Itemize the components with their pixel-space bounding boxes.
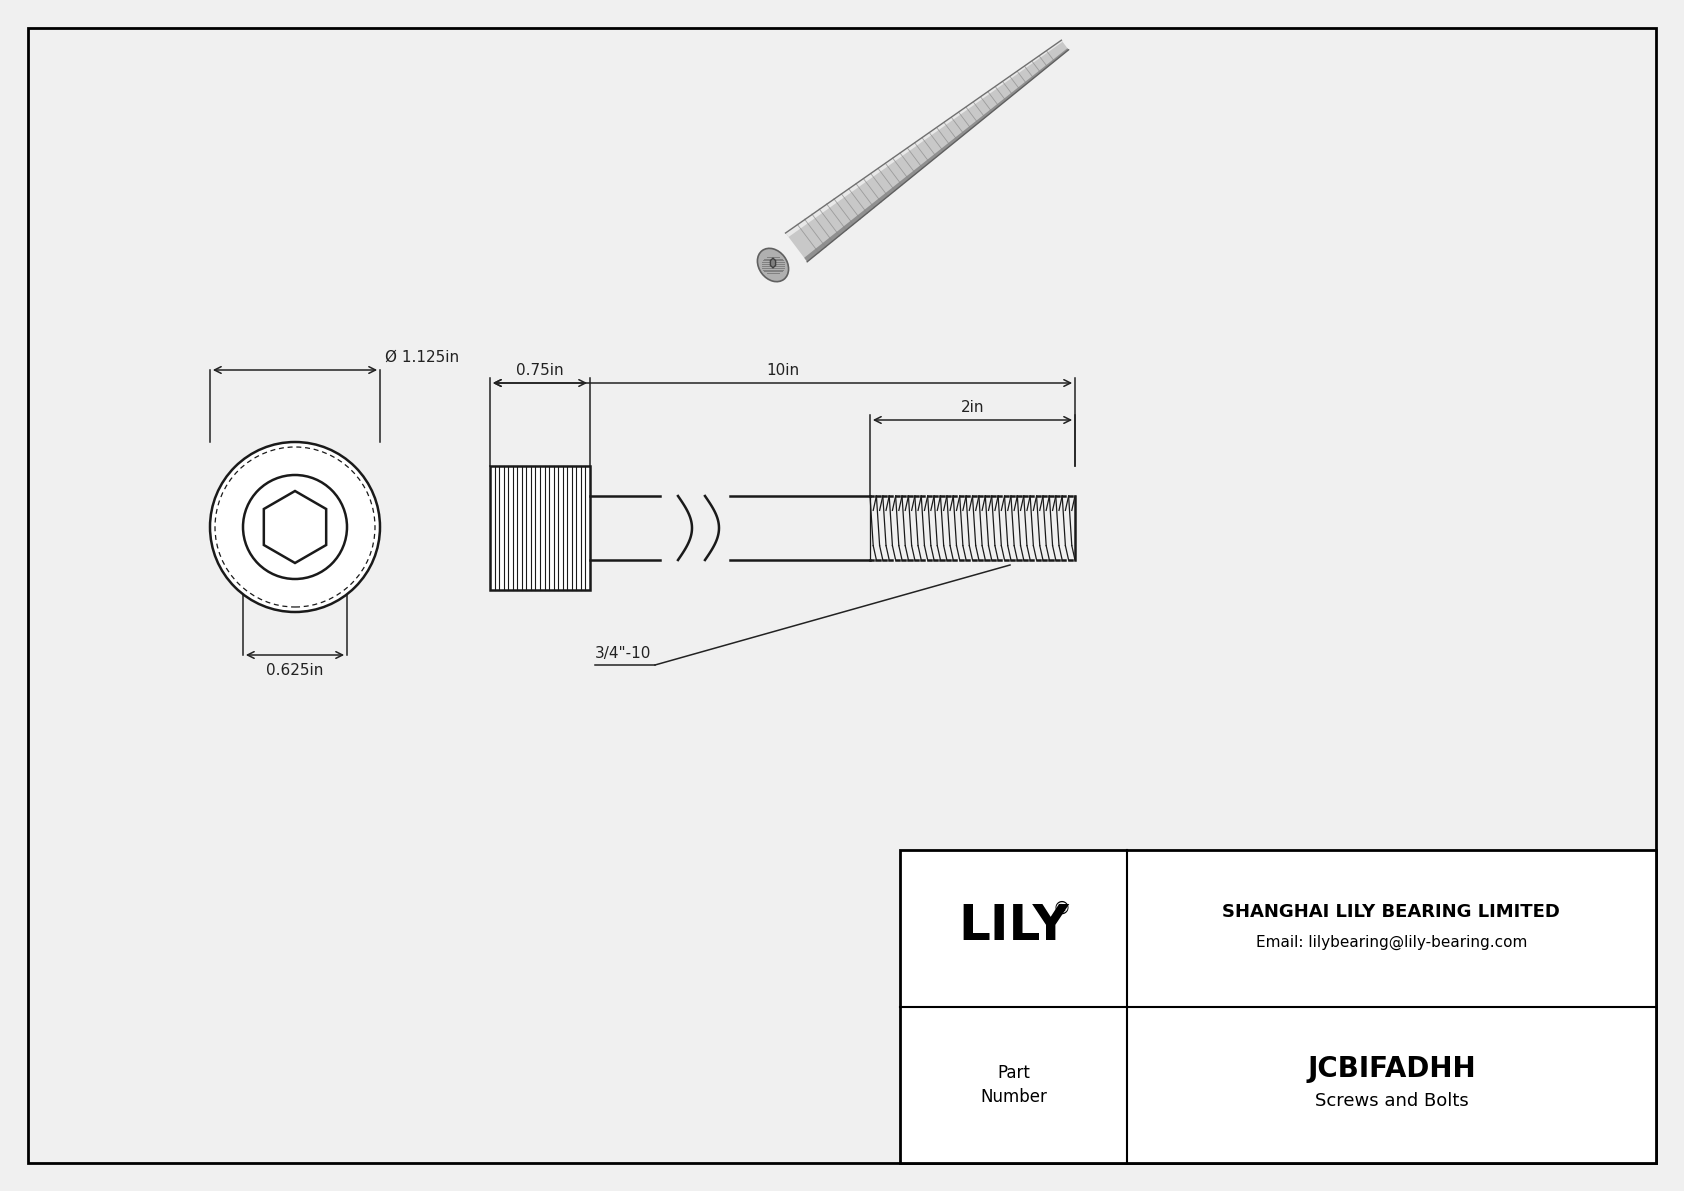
Text: Part: Part <box>997 1064 1031 1081</box>
Bar <box>490 466 589 590</box>
Text: LILY: LILY <box>958 903 1069 950</box>
Bar <box>899 850 1655 1162</box>
Polygon shape <box>264 491 327 563</box>
Text: 10in: 10in <box>766 363 800 378</box>
Circle shape <box>242 475 347 579</box>
Text: Ø 1.125in: Ø 1.125in <box>386 350 460 364</box>
Text: JCBIFADHH: JCBIFADHH <box>1307 1055 1475 1083</box>
Text: 0.625in: 0.625in <box>266 663 323 678</box>
Text: Number: Number <box>980 1087 1047 1105</box>
Text: Email: lilybearing@lily-bearing.com: Email: lilybearing@lily-bearing.com <box>1256 935 1527 950</box>
Ellipse shape <box>758 249 788 281</box>
Text: Screws and Bolts: Screws and Bolts <box>1315 1092 1468 1110</box>
Text: SHANGHAI LILY BEARING LIMITED: SHANGHAI LILY BEARING LIMITED <box>1223 903 1561 922</box>
Text: 2in: 2in <box>962 400 983 414</box>
Polygon shape <box>770 258 776 268</box>
Polygon shape <box>785 40 1063 237</box>
Text: 0.75in: 0.75in <box>517 363 564 378</box>
Polygon shape <box>785 40 1069 262</box>
Circle shape <box>210 442 381 612</box>
Polygon shape <box>805 48 1069 262</box>
Text: 3/4"-10: 3/4"-10 <box>594 646 652 661</box>
Text: ®: ® <box>1052 899 1071 917</box>
